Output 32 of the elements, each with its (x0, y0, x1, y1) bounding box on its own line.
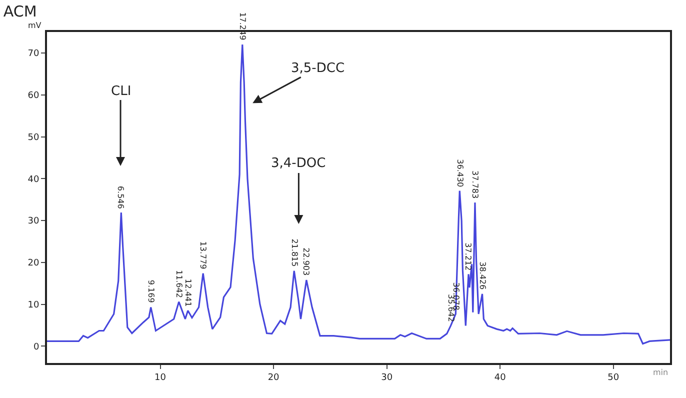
annotation: 3,5-DCC (291, 61, 345, 76)
x-axis-title: min (653, 368, 668, 377)
x-tick-label: 10 (154, 372, 166, 383)
annotation: 36.430 (455, 159, 464, 188)
y-tick-label: 40 (28, 174, 40, 185)
annotation: 6.546 (116, 186, 126, 209)
y-tick-label: 50 (28, 132, 40, 143)
x-tick-label: 40 (494, 372, 506, 383)
annotation: 3,4-DOC (271, 156, 326, 171)
annotation: 12.441 (184, 278, 193, 307)
y-axis-title: mV (28, 21, 42, 30)
y-tick-label: 10 (28, 300, 40, 310)
annotation: 11.642 (174, 270, 184, 298)
y-tick-label: 0 (33, 342, 40, 352)
annotation: 38.426 (478, 262, 488, 290)
annotation: CLI (111, 84, 132, 99)
annotation: 37.783 (470, 170, 480, 199)
annotation: 22.903 (301, 248, 310, 276)
y-tick-label: 20 (28, 258, 40, 269)
y-tick-label: 30 (28, 216, 40, 227)
annotation: 13.779 (198, 241, 208, 270)
line-series (47, 44, 670, 345)
y-tick-label: 60 (28, 91, 40, 101)
chart-title: ACM (3, 2, 37, 20)
annotation: 21.815 (290, 238, 299, 267)
x-tick-label: 20 (268, 372, 280, 383)
x-tick-label: 30 (381, 372, 393, 383)
annotation: 9.169 (146, 280, 156, 303)
x-tick-label: 50 (608, 372, 620, 383)
annotation: 37.212 (464, 242, 473, 271)
annotation: 17.249 (238, 12, 247, 40)
y-tick-label: 70 (28, 49, 40, 60)
